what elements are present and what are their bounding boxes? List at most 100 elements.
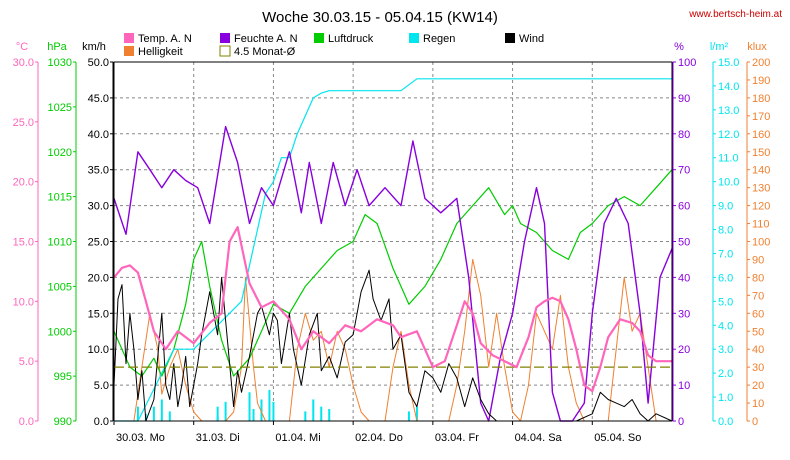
brightness-tick-label: 120 (752, 201, 770, 213)
wind-tick-label: 0.0 (94, 416, 109, 428)
rain-tick-label: 11.0 (718, 153, 739, 165)
rain-bar (407, 411, 410, 421)
brightness-tick-label: 110 (752, 219, 770, 231)
series-line-regen (114, 78, 672, 422)
x-tick-label: 04.04. Sa (515, 432, 563, 444)
rain-bar (312, 399, 315, 421)
humidity-tick-label: 0 (678, 416, 684, 428)
rain-tick-label: 13.0 (718, 105, 739, 117)
humidity-tick-label: 90 (678, 93, 690, 105)
rain-tick-label: 7.0 (718, 248, 733, 260)
brightness-tick-label: 100 (752, 237, 770, 249)
temp-tick-label: 0.0 (19, 416, 34, 428)
temp-tick-label: 25.0 (13, 117, 34, 129)
legend-temp-swatch (124, 33, 134, 43)
humidity-tick-label: 20 (678, 344, 690, 356)
rain-bar (328, 409, 331, 421)
brightness-tick-label: 60 (752, 308, 764, 320)
rain-bar (320, 406, 323, 421)
brightness-tick-label: 180 (752, 93, 770, 105)
x-tick-label: 05.04. So (594, 432, 641, 444)
rain-axis-unit: l/m² (710, 41, 729, 53)
humidity-tick-label: 60 (678, 201, 690, 213)
gridlines (114, 62, 672, 421)
humidity-tick-label: 10 (678, 380, 690, 392)
temp-tick-label: 10.0 (13, 296, 34, 308)
rain-bar (152, 406, 155, 421)
rain-bar (224, 401, 227, 421)
legend-pressure-label: Luftdruck (328, 33, 374, 45)
rain-bar (304, 411, 307, 421)
pressure-tick-label: 1000 (48, 326, 72, 338)
brightness-tick-label: 50 (752, 326, 764, 338)
rain-bar (415, 406, 418, 421)
legend-rain-label: Regen (423, 33, 455, 45)
brightness-tick-label: 130 (752, 183, 770, 195)
rain-bar (136, 406, 139, 421)
brightness-tick-label: 170 (752, 111, 770, 123)
wind-tick-label: 15.0 (88, 308, 109, 320)
temp-axis-unit: °C (16, 41, 28, 53)
brightness-tick-label: 10 (752, 398, 764, 410)
x-tick-label: 03.04. Fr (435, 432, 479, 444)
rain-tick-label: 9.0 (718, 201, 733, 213)
axes: 0.05.010.015.020.025.030.099099510001005… (13, 57, 771, 444)
pressure-tick-label: 1010 (48, 237, 72, 249)
legend-pressure-swatch (314, 33, 324, 43)
legend-avg-label: 4.5 Monat-Ø (234, 46, 296, 58)
brightness-tick-label: 80 (752, 272, 764, 284)
legend-temp-label: Temp. A. N (138, 33, 192, 45)
legend-humidity-swatch (220, 33, 230, 43)
rain-tick-label: 3.0 (718, 344, 733, 356)
rain-bar (168, 411, 171, 421)
brightness-tick-label: 70 (752, 290, 764, 302)
wind-tick-label: 25.0 (88, 237, 109, 249)
wind-tick-label: 40.0 (88, 129, 109, 141)
humidity-tick-label: 100 (678, 57, 696, 69)
legend-brightness-swatch (124, 46, 134, 56)
rain-bar (216, 406, 219, 421)
pressure-tick-label: 1005 (48, 281, 72, 293)
brightness-tick-label: 30 (752, 362, 764, 374)
plot-frame (113, 61, 673, 422)
humidity-tick-label: 30 (678, 308, 690, 320)
rain-tick-label: 6.0 (718, 272, 733, 284)
brightness-tick-label: 140 (752, 165, 770, 177)
rain-bar (160, 399, 163, 421)
pressure-tick-label: 990 (54, 416, 72, 428)
wind-axis-unit: km/h (82, 41, 106, 53)
legend-wind-label: Wind (519, 33, 544, 45)
pressure-tick-label: 1025 (48, 102, 72, 114)
temp-tick-label: 30.0 (13, 57, 34, 69)
rain-tick-label: 4.0 (718, 320, 733, 332)
legend-wind-swatch (505, 33, 515, 43)
rain-tick-label: 8.0 (718, 225, 733, 237)
humidity-tick-label: 80 (678, 129, 690, 141)
series-line-feuchte-a-n (113, 125, 673, 422)
rain-bar (252, 409, 255, 421)
humidity-tick-label: 50 (678, 237, 690, 249)
brightness-tick-label: 20 (752, 380, 764, 392)
wind-tick-label: 45.0 (88, 93, 109, 105)
rain-tick-label: 5.0 (718, 296, 733, 308)
x-tick-label: 30.03. Mo (116, 432, 165, 444)
rain-bar (268, 389, 271, 421)
series-line-luftdruck (113, 169, 673, 377)
humidity-tick-label: 40 (678, 272, 690, 284)
humidity-axis-unit: % (674, 41, 684, 53)
wind-tick-label: 35.0 (88, 165, 109, 177)
site-url-link[interactable]: www.bertsch-heim.at (688, 9, 782, 20)
pressure-tick-label: 1020 (48, 147, 72, 159)
brightness-tick-label: 200 (752, 57, 770, 69)
legend-rain-swatch (409, 33, 419, 43)
x-tick-label: 02.04. Do (355, 432, 403, 444)
rain-tick-label: 14.0 (718, 81, 739, 93)
series-line-temp-a-n (113, 226, 672, 393)
brightness-tick-label: 0 (752, 416, 758, 428)
rain-tick-label: 1.0 (718, 392, 733, 404)
wind-tick-label: 30.0 (88, 201, 109, 213)
temp-tick-label: 15.0 (13, 237, 34, 249)
